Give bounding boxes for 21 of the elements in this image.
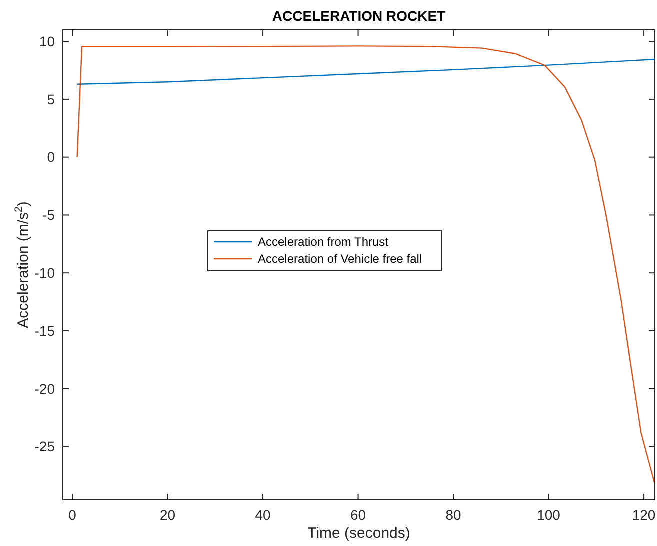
x-axis-title: Time (seconds): [308, 525, 410, 542]
x-tick-label: 20: [160, 507, 176, 523]
y-tick-label: 0: [47, 149, 56, 166]
y-tick-label: -15: [34, 322, 56, 339]
line-series: [76, 46, 656, 484]
x-tick-label: 60: [350, 507, 366, 523]
x-tick-label: 80: [446, 507, 462, 523]
y-tick-label: -25: [34, 438, 56, 455]
x-tick-label: 120: [632, 507, 656, 523]
y-tick-label: -20: [34, 380, 56, 397]
y-tick-label: 10: [39, 33, 56, 50]
y-tick-label: -5: [42, 207, 56, 224]
legend-label: Acceleration from Thrust: [258, 235, 390, 250]
chart-title: ACCELERATION ROCKET: [272, 8, 446, 24]
x-tick-label: 40: [255, 507, 272, 523]
x-tick-label: 100: [537, 507, 561, 523]
legend-label: Acceleration of Vehicle free fall: [258, 252, 422, 266]
x-tick-label: 0: [68, 507, 77, 523]
line-series: [76, 58, 656, 86]
y-tick-label: -10: [34, 265, 56, 282]
y-tick-label: 5: [47, 91, 56, 108]
